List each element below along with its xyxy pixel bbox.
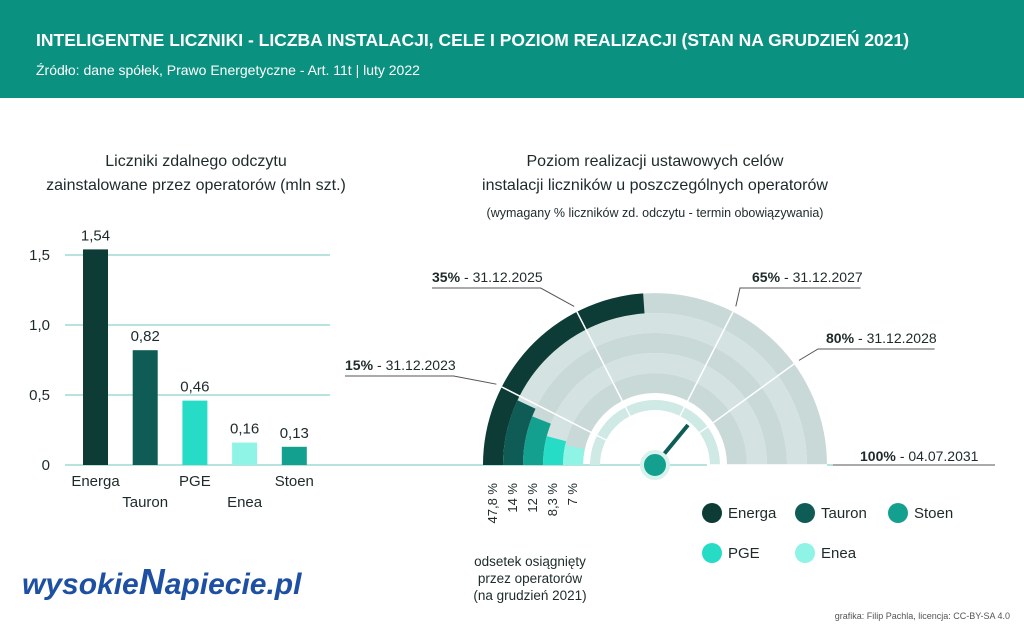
credit: grafika: Filip Pachla, licencja: CC-BY-S… xyxy=(835,611,1010,621)
x-tick-label: Tauron xyxy=(122,494,168,511)
legend-label: Tauron xyxy=(821,505,867,522)
ring-bar xyxy=(523,416,551,465)
legend-label: PGE xyxy=(728,545,760,562)
bar xyxy=(281,446,307,465)
target-percent: 65% xyxy=(752,269,781,285)
target-label: 80% - 31.12.2028 xyxy=(826,330,937,346)
value-label: 8,3 % xyxy=(545,483,560,517)
x-tick-label: Energa xyxy=(71,473,120,490)
value-label: 0,13 xyxy=(280,425,309,442)
target-divider xyxy=(677,311,734,420)
target-percent: 80% xyxy=(826,330,855,346)
gauge-hub xyxy=(640,450,670,480)
target-date: - 31.12.2023 xyxy=(377,357,456,373)
gauge-dial xyxy=(590,400,720,465)
x-tick-label: Stoen xyxy=(275,473,314,490)
legend-swatch xyxy=(888,503,908,523)
value-label: 12 % xyxy=(525,483,540,513)
value-label: 0,16 xyxy=(230,421,259,438)
ring-bar xyxy=(503,400,536,465)
annotation: (na grudzień 2021) xyxy=(473,588,586,603)
legend-label: Enea xyxy=(821,545,857,562)
bar xyxy=(83,249,108,465)
legend-label: Energa xyxy=(728,505,777,522)
legend-swatch xyxy=(702,543,722,563)
value-label: 47,8 % xyxy=(485,483,500,524)
legend-swatch xyxy=(795,543,815,563)
logo-part: wysokie xyxy=(22,568,139,601)
value-label: 1,54 xyxy=(81,227,110,244)
y-tick-label: 0,5 xyxy=(29,387,50,404)
radial-title: Poziom realizacji ustawowych celów xyxy=(527,153,784,170)
annotation: odsetek osiągnięty xyxy=(474,554,586,569)
target-label: 65% - 31.12.2027 xyxy=(752,269,863,285)
logo-part: N xyxy=(139,561,166,602)
target-date: - 04.07.2031 xyxy=(900,448,979,464)
radial-title: instalacji liczników u poszczególnych op… xyxy=(482,177,828,194)
legend-swatch xyxy=(795,503,815,523)
y-tick-label: 1,5 xyxy=(29,247,50,264)
y-tick-label: 0 xyxy=(42,457,50,474)
logo-part: apiecie.pl xyxy=(165,568,302,601)
value-label: 7 % xyxy=(565,483,580,506)
ring-track xyxy=(523,333,787,465)
radial-subtitle: (wymagany % liczników zd. odczytu - term… xyxy=(487,206,824,220)
leader-line xyxy=(432,287,575,307)
value-label: 0,82 xyxy=(131,328,160,345)
subtitle: Źródło: dane spółek, Prawo Energetyczne … xyxy=(36,62,420,78)
bar xyxy=(232,442,258,465)
target-label: 15% - 31.12.2023 xyxy=(345,357,456,373)
value-label: 0,46 xyxy=(180,379,209,396)
target-percent: 100% xyxy=(860,448,896,464)
bar-title: zainstalowane przez operatorów (mln szt.… xyxy=(46,177,346,194)
target-label: 35% - 31.12.2025 xyxy=(432,269,543,285)
leader-line xyxy=(345,375,497,385)
legend-swatch xyxy=(702,503,722,523)
value-label: 14 % xyxy=(505,483,520,513)
target-date: - 31.12.2025 xyxy=(464,269,543,285)
target-divider xyxy=(696,363,795,436)
title: INTELIGENTNE LICZNIKI - LICZBA INSTALACJ… xyxy=(36,29,909,50)
target-divider xyxy=(576,311,633,420)
target-divider xyxy=(501,386,610,443)
target-date: - 31.12.2028 xyxy=(858,330,937,346)
ring-bar xyxy=(483,293,645,465)
bar xyxy=(132,350,158,465)
ring-bar xyxy=(543,436,567,465)
leader-line xyxy=(735,287,861,307)
x-tick-label: PGE xyxy=(179,473,211,490)
legend-label: Stoen xyxy=(914,505,953,522)
header-band xyxy=(0,0,1024,98)
bar xyxy=(182,400,208,465)
y-tick-label: 1,0 xyxy=(29,317,50,334)
ring-bar xyxy=(563,444,585,465)
annotation: przez operatorów xyxy=(478,571,583,586)
target-percent: 15% xyxy=(345,357,374,373)
leader-line xyxy=(798,348,935,361)
ring-track xyxy=(543,353,767,465)
target-label: 100% - 04.07.2031 xyxy=(860,448,979,464)
bar-title: Liczniki zdalnego odczytu xyxy=(105,153,286,170)
target-percent: 35% xyxy=(432,269,461,285)
logo: wysokieNapiecie.pl xyxy=(22,561,302,602)
x-tick-label: Enea xyxy=(227,494,263,511)
ring-track xyxy=(563,373,747,465)
ring-track xyxy=(503,313,807,465)
target-date: - 31.12.2027 xyxy=(784,269,863,285)
